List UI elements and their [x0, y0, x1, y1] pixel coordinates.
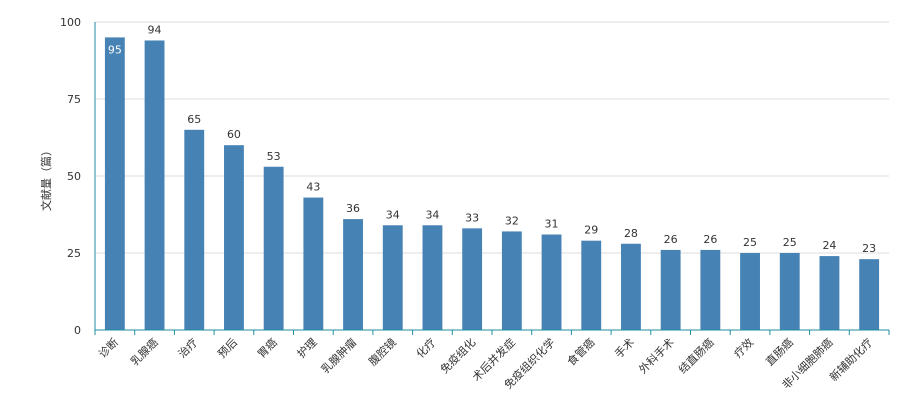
bar: [104, 37, 125, 331]
data-label: 94: [148, 23, 162, 36]
grid-lines: [95, 21, 889, 254]
y-tick-label: 50: [67, 170, 81, 183]
x-tick-label: 胃癌: [254, 335, 279, 360]
x-tick-label: 手术: [612, 335, 637, 360]
data-label: 65: [187, 113, 201, 126]
x-tick-label: 疗效: [731, 335, 756, 360]
bar: [382, 225, 403, 330]
bar: [660, 249, 681, 330]
bar: [184, 129, 205, 330]
data-label: 25: [743, 236, 757, 249]
data-label: 53: [267, 150, 281, 163]
x-tick-label: 食管癌: [564, 335, 597, 368]
y-tick-label: 75: [67, 93, 81, 106]
x-tick-label: 护理: [294, 335, 319, 360]
x-tick-label: 结直肠癌: [675, 335, 716, 376]
data-label: 43: [306, 181, 320, 194]
data-labels: 95 94 65 60 53 43 36 34 34 33 32 31 29 28 26 26 25 25 24 23: [108, 23, 876, 255]
x-tick-label: 乳腺癌: [127, 335, 160, 368]
data-label: 32: [505, 214, 519, 227]
x-tick-label: 腹腔镜: [366, 335, 399, 368]
data-label: 25: [783, 236, 797, 249]
data-label: 23: [862, 242, 876, 255]
bar: [541, 234, 562, 330]
data-label: 31: [545, 218, 559, 231]
data-label: 34: [386, 208, 400, 221]
x-tick-label: 诊断: [96, 335, 121, 360]
data-label: 60: [227, 128, 241, 141]
data-label: 26: [664, 233, 678, 246]
data-label: 28: [624, 227, 638, 240]
bar: [263, 166, 284, 330]
y-tick-label: 0: [74, 324, 81, 337]
bar: [700, 249, 721, 330]
bar: [859, 259, 880, 330]
bar: [501, 231, 522, 330]
data-label: 36: [346, 202, 360, 215]
bar: [819, 256, 840, 330]
axes: [94, 22, 890, 335]
x-tick-label: 乳腺肿瘤: [318, 335, 359, 376]
data-label: 29: [584, 224, 598, 237]
y-axis-label: 文献量（篇）: [39, 145, 53, 211]
bar: [343, 219, 363, 330]
x-tick-label: 新辅助化疗: [826, 335, 875, 384]
data-label: 26: [703, 233, 717, 246]
data-label: 34: [425, 208, 439, 221]
x-tick-label: 治疗: [175, 335, 200, 360]
data-label: 33: [465, 211, 479, 224]
data-label: 24: [822, 239, 836, 252]
x-tick-label: 化疗: [413, 335, 438, 360]
y-tick-label: 100: [60, 16, 81, 29]
bar: [621, 243, 641, 330]
x-tick-label: 预后: [215, 336, 240, 361]
bar: [740, 253, 760, 330]
bar: [144, 40, 165, 330]
bar: [581, 240, 602, 330]
bar: [303, 197, 324, 330]
bars: [104, 37, 880, 331]
y-tick-label: 25: [67, 247, 81, 260]
data-label: 95: [108, 43, 122, 56]
bar: [779, 253, 800, 330]
bar: [224, 145, 244, 330]
x-tick-label: 直肠癌: [763, 335, 796, 368]
x-tick-label: 免疫组化: [437, 335, 478, 376]
x-tick-label: 外科手术: [636, 335, 677, 376]
bar: [462, 228, 483, 330]
bar: [422, 225, 443, 330]
y-tick-labels: 0 25 50 75 100: [60, 16, 81, 337]
